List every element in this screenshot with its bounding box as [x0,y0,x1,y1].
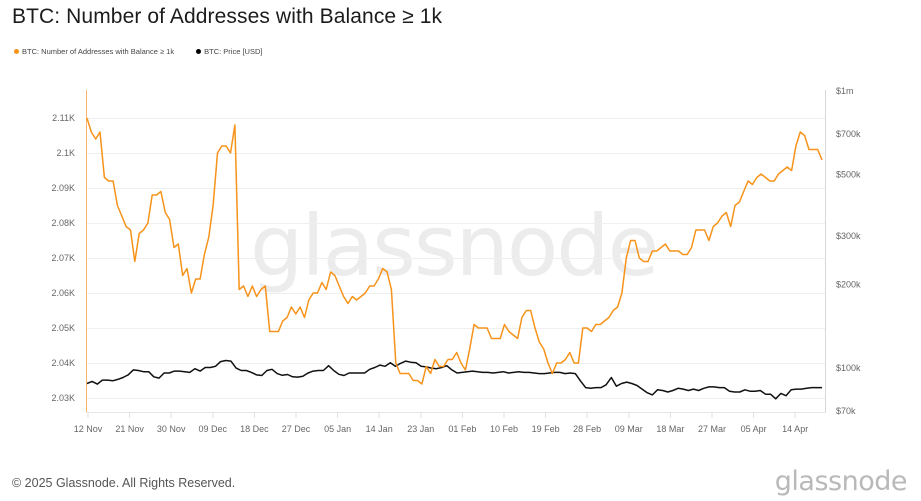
footer-logo: glassnode [774,466,908,497]
legend-label-addresses: BTC: Number of Addresses with Balance ≥ … [22,47,175,56]
y-left-tick-label: 2.05K [51,323,75,333]
y-right-tick-label: $700k [836,129,861,139]
y-left-tick-label: 2.04K [51,358,75,368]
y-right-tick-label: $200k [836,280,861,290]
y-left-tick-label: 2.06K [51,288,75,298]
legend-item-price[interactable]: BTC: Price [USD] [196,47,262,56]
x-tick-label: 09 Mar [615,424,643,434]
y-right-tick-label: $300k [836,231,861,241]
grid-lines [87,118,825,399]
y-left-tick-label: 2.09K [51,183,75,193]
x-tick-label: 28 Feb [573,424,601,434]
x-tick-label: 19 Feb [532,424,560,434]
addresses-series-line [86,117,823,385]
legend: BTC: Number of Addresses with Balance ≥ … [14,47,262,56]
y-right-tick-label: $100k [836,363,861,373]
x-axis: 12 Nov 21 Nov 30 Nov 09 Dec 18 Dec 27 Dec 05 J… [74,413,808,434]
legend-dot-black-icon [196,49,202,54]
y-left-tick-label: 2.07K [51,253,75,263]
y-right-tick-label: $500k [836,169,861,179]
watermark: glassnode [250,197,657,295]
legend-item-addresses[interactable]: BTC: Number of Addresses with Balance ≥ … [14,47,174,56]
legend-label-price: BTC: Price [USD] [204,47,263,56]
x-tick-label: 12 Nov [74,424,103,434]
footer-copyright: © 2025 Glassnode. All Rights Reserved. [12,476,236,490]
x-tick-label: 18 Mar [656,424,684,434]
x-tick-label: 23 Jan [407,424,434,434]
y-left-tick-label: 2.08K [51,218,75,228]
x-tick-label: 14 Jan [366,424,393,434]
x-tick-label: 09 Dec [199,424,228,434]
x-tick-label: 27 Mar [698,424,726,434]
price-series-line [86,359,822,400]
x-tick-label: 05 Jan [324,424,351,434]
x-tick-label: 18 Dec [240,424,269,434]
x-tick-label: 10 Feb [490,424,518,434]
y-right-tick-label: $1m [836,86,854,96]
chart-title: BTC: Number of Addresses with Balance ≥ … [12,5,443,28]
y-left-tick-label: 2.11K [52,113,75,123]
y-axis-right: $70k $100k $200k $300k $500k $700k $1m [836,86,861,416]
x-tick-label: 21 Nov [115,424,144,434]
x-tick-label: 30 Nov [157,424,186,434]
y-axis-left: 2.03K 2.04K 2.05K 2.06K 2.07K 2.08K 2.09K 2.1K 2… [51,113,75,403]
x-tick-label: 14 Apr [782,424,808,434]
legend-dot-orange-icon [14,49,19,54]
y-right-tick-label: $70k [836,406,856,416]
y-left-tick-label: 2.03K [51,393,75,403]
x-tick-label: 01 Feb [448,424,476,434]
x-tick-label: 05 Apr [741,424,767,434]
x-tick-label: 27 Dec [282,424,311,434]
y-left-tick-label: 2.1K [56,148,75,158]
